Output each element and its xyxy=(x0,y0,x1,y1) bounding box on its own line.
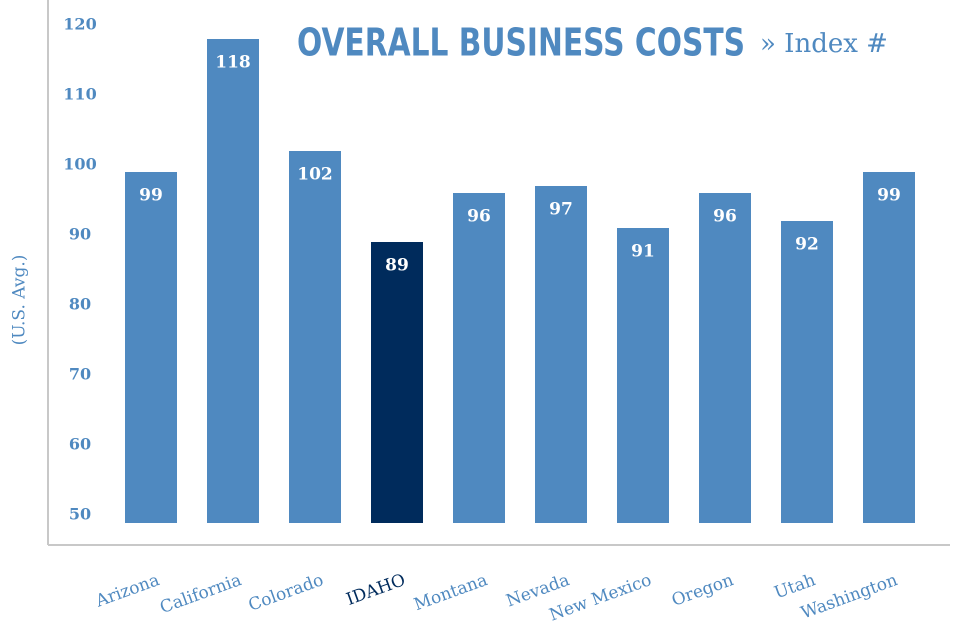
chart-title: OVERALL BUSINESS COSTS xyxy=(297,21,745,65)
data-label: 91 xyxy=(631,242,655,262)
data-label: 118 xyxy=(215,53,251,73)
bar xyxy=(781,221,833,523)
data-label: 96 xyxy=(713,207,737,227)
data-label: 102 xyxy=(297,165,333,185)
y-tick-label: 80 xyxy=(69,295,91,314)
bar xyxy=(207,39,259,523)
y-tick-label: 120 xyxy=(63,15,96,34)
data-label: 97 xyxy=(549,200,573,220)
y-axis-label: (U.S. Avg.) xyxy=(10,255,30,346)
x-tick-label: Arizona xyxy=(92,570,162,612)
y-tick-label: 90 xyxy=(69,225,91,244)
bar xyxy=(289,151,341,523)
x-tick-label: Montana xyxy=(411,570,490,615)
x-tick-label: California xyxy=(157,570,244,618)
y-tick-label: 70 xyxy=(69,365,91,384)
data-label: 96 xyxy=(467,207,491,227)
data-label: 99 xyxy=(877,186,901,206)
x-tick-label: Colorado xyxy=(246,570,326,616)
data-label: 99 xyxy=(139,186,163,206)
bar xyxy=(125,172,177,523)
bar xyxy=(617,228,669,523)
bar xyxy=(863,172,915,523)
y-tick-label: 60 xyxy=(69,435,91,454)
x-tick-label: Utah xyxy=(772,570,819,603)
y-tick-label: 110 xyxy=(63,85,96,104)
x-tick-label: IDAHO xyxy=(344,570,409,610)
data-label: 89 xyxy=(385,256,409,276)
chart-subtitle: » Index # xyxy=(760,29,888,59)
y-tick-label: 50 xyxy=(69,505,91,524)
bar xyxy=(453,193,505,523)
y-tick-label: 100 xyxy=(63,155,96,174)
bar xyxy=(699,193,751,523)
x-tick-label: Oregon xyxy=(669,570,736,611)
bar xyxy=(371,242,423,523)
data-label: 92 xyxy=(795,235,819,255)
bar xyxy=(535,186,587,523)
